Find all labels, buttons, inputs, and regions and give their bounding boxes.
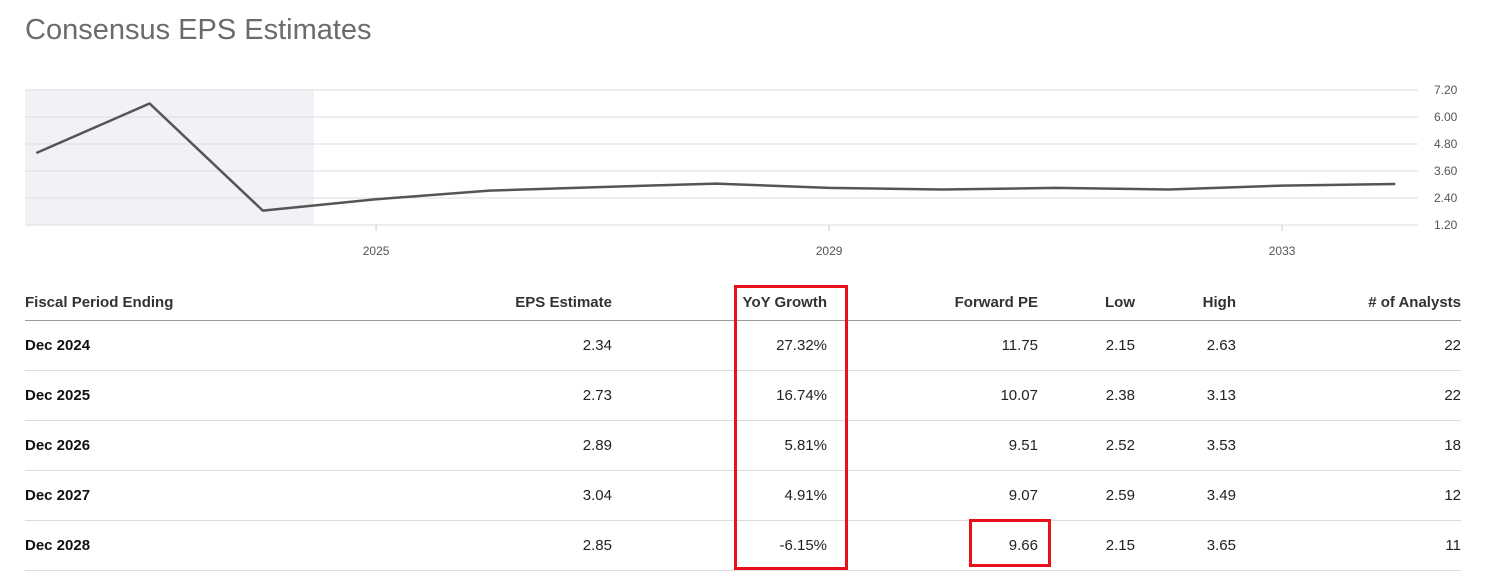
- eps-series-line: [35, 102, 1396, 212]
- cell-eps-estimate: 2.73: [225, 370, 612, 421]
- cell-low: 2.52: [1038, 420, 1135, 471]
- cell-num-analysts: 12: [1236, 470, 1461, 521]
- y-tick-label: 4.80: [1434, 137, 1458, 151]
- cell-forward-pe: 9.66: [827, 520, 1038, 571]
- header-num-analysts[interactable]: # of Analysts: [1236, 285, 1461, 321]
- table-header-row: Fiscal Period Ending EPS Estimate YoY Gr…: [25, 285, 1461, 321]
- x-tick-label: 2029: [816, 244, 843, 258]
- historical-shading: [25, 90, 314, 225]
- x-tick-label: 2033: [1269, 244, 1296, 258]
- cell-high: 3.65: [1135, 520, 1236, 571]
- table-row: Dec 2026 2.89 5.81% 9.51 2.52 3.53 18: [25, 420, 1461, 471]
- cell-high: 3.13: [1135, 370, 1236, 421]
- x-axis-ticks: 2025 2029 2033: [363, 225, 1296, 258]
- cell-yoy-growth: 16.74%: [612, 370, 827, 421]
- table-row: Dec 2028 2.85 -6.15% 9.66 2.15 3.65 11: [25, 520, 1461, 571]
- header-low[interactable]: Low: [1038, 285, 1135, 321]
- eps-estimates-table: Fiscal Period Ending EPS Estimate YoY Gr…: [25, 285, 1461, 571]
- cell-low: 2.15: [1038, 320, 1135, 371]
- header-high[interactable]: High: [1135, 285, 1236, 321]
- cell-yoy-growth: 5.81%: [612, 420, 827, 471]
- cell-yoy-growth: 27.32%: [612, 320, 827, 371]
- table-row: Dec 2024 2.34 27.32% 11.75 2.15 2.63 22: [25, 320, 1461, 371]
- cell-period: Dec 2026: [25, 420, 225, 471]
- cell-yoy-growth: -6.15%: [612, 520, 827, 571]
- cell-num-analysts: 11: [1236, 520, 1461, 571]
- cell-forward-pe: 9.51: [827, 420, 1038, 471]
- y-tick-label: 1.20: [1434, 218, 1458, 232]
- cell-period: Dec 2025: [25, 370, 225, 421]
- cell-high: 3.53: [1135, 420, 1236, 471]
- chart-gridlines: [25, 89, 1418, 226]
- cell-period: Dec 2024: [25, 320, 225, 371]
- y-axis-ticks: 1.20 2.40 3.60 4.80 6.00 7.20: [1434, 83, 1458, 232]
- cell-yoy-growth: 4.91%: [612, 470, 827, 521]
- cell-period: Dec 2028: [25, 520, 225, 571]
- cell-high: 3.49: [1135, 470, 1236, 521]
- y-tick-label: 3.60: [1434, 164, 1458, 178]
- cell-eps-estimate: 2.89: [225, 420, 612, 471]
- cell-low: 2.15: [1038, 520, 1135, 571]
- cell-num-analysts: 22: [1236, 320, 1461, 371]
- chart-series: [35, 102, 1396, 212]
- cell-eps-estimate: 2.34: [225, 320, 612, 371]
- cell-num-analysts: 22: [1236, 370, 1461, 421]
- page-title: Consensus EPS Estimates: [25, 14, 372, 46]
- header-forward-pe[interactable]: Forward PE: [827, 285, 1038, 321]
- cell-period: Dec 2027: [25, 470, 225, 521]
- cell-low: 2.38: [1038, 370, 1135, 421]
- cell-forward-pe: 9.07: [827, 470, 1038, 521]
- y-tick-label: 2.40: [1434, 191, 1458, 205]
- historical-shading-rect: [25, 90, 314, 225]
- table-row: Dec 2025 2.73 16.74% 10.07 2.38 3.13 22: [25, 370, 1461, 421]
- y-tick-label: 6.00: [1434, 110, 1458, 124]
- cell-low: 2.59: [1038, 470, 1135, 521]
- eps-line-chart: 1.20 2.40 3.60 4.80 6.00 7.20 2025 2029 2033: [25, 83, 1458, 258]
- table-row: Dec 2027 3.04 4.91% 9.07 2.59 3.49 12: [25, 470, 1461, 521]
- cell-high: 2.63: [1135, 320, 1236, 371]
- cell-num-analysts: 18: [1236, 420, 1461, 471]
- cell-eps-estimate: 2.85: [225, 520, 612, 571]
- x-tick-label: 2025: [363, 244, 390, 258]
- y-tick-label: 7.20: [1434, 83, 1458, 97]
- header-yoy-growth[interactable]: YoY Growth: [612, 285, 827, 321]
- cell-forward-pe: 10.07: [827, 370, 1038, 421]
- cell-forward-pe: 11.75: [827, 320, 1038, 371]
- header-eps-estimate[interactable]: EPS Estimate: [225, 285, 612, 321]
- cell-eps-estimate: 3.04: [225, 470, 612, 521]
- header-fiscal-period[interactable]: Fiscal Period Ending: [25, 285, 225, 321]
